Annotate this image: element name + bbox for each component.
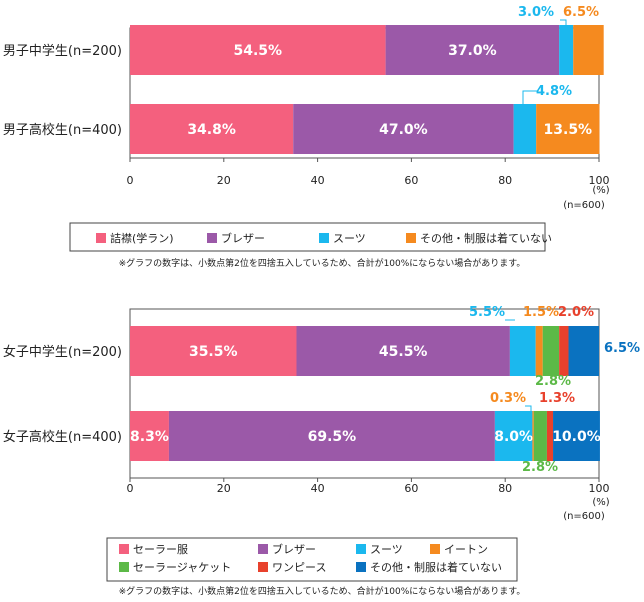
bar-segment	[559, 326, 569, 376]
legend-label: セーラー服	[133, 543, 188, 556]
x-tick-label: 60	[404, 174, 418, 187]
callout-leader	[522, 90, 537, 104]
x-tick-label: 40	[311, 482, 325, 495]
bar-segment	[130, 326, 297, 376]
data-label: 5.5%	[469, 305, 505, 320]
category-label: 男子中学生(n=200)	[3, 43, 122, 59]
callout-leader	[560, 19, 567, 25]
data-label: 1.3%	[539, 391, 575, 406]
data-label: 54.5%	[234, 43, 283, 59]
data-label: 2.0%	[558, 305, 594, 320]
x-tick-label: 40	[311, 174, 325, 187]
bar-segment	[130, 411, 169, 461]
data-label: 2.8%	[535, 374, 571, 389]
legend-label: その他・制服は着ていない	[420, 231, 552, 245]
bar-segment	[559, 25, 574, 75]
legend-swatch	[430, 544, 440, 554]
bar-segment	[130, 104, 294, 154]
legend-swatch	[356, 562, 366, 572]
footnote: ※グラフの数字は、小数点第2位を四捨五入しているため、合計が100%にならない場…	[119, 585, 526, 597]
legend-label: 詰襟(学ラン)	[110, 231, 174, 245]
bar-segment	[568, 326, 599, 376]
unit-label: (%)	[592, 497, 609, 508]
legend-label: イートン	[444, 543, 488, 556]
data-label: 0.3%	[490, 391, 526, 406]
bar-segment	[513, 104, 537, 154]
legend-label: セーラージャケット	[133, 561, 231, 574]
data-label: 8.3%	[130, 429, 169, 445]
bar-segment	[532, 411, 534, 461]
bar-segment	[553, 411, 600, 461]
data-label: 34.8%	[187, 122, 236, 138]
legend-label: スーツ	[333, 232, 366, 245]
bar-segment	[509, 326, 536, 376]
sample-size-label: (n=600)	[563, 200, 605, 211]
x-tick-label: 60	[404, 482, 418, 495]
legend-swatch	[119, 562, 129, 572]
plot-frame	[129, 308, 600, 479]
data-label: 37.0%	[448, 43, 497, 59]
category-label: 女子中学生(n=200)	[3, 344, 122, 360]
bar-segment	[494, 411, 533, 461]
bar-segment	[533, 411, 547, 461]
legend-label: ブレザー	[272, 542, 316, 556]
category-label: 女子高校生(n=400)	[3, 429, 122, 445]
bar-segment	[542, 326, 560, 376]
unit-label: (%)	[592, 185, 609, 196]
data-label: 4.8%	[536, 84, 572, 99]
x-tick-label: 80	[498, 482, 512, 495]
legend-label: ワンピース	[272, 561, 326, 574]
legend-swatch	[207, 233, 217, 243]
data-label: 2.8%	[522, 460, 558, 475]
legend-label: その他・制服は着ていない	[370, 560, 502, 574]
data-label: 13.5%	[544, 122, 593, 138]
data-label: 6.5%	[563, 5, 599, 20]
bar-segment	[536, 104, 600, 154]
footnote: ※グラフの数字は、小数点第2位を四捨五入しているため、合計が100%にならない場…	[119, 257, 526, 269]
legend-label: スーツ	[370, 543, 403, 556]
x-tick-label: 100	[589, 482, 610, 495]
legend-box	[69, 222, 546, 252]
data-label: 6.5%	[604, 341, 640, 356]
legend-swatch	[96, 233, 106, 243]
data-label: 8.0%	[494, 429, 533, 445]
data-label: 35.5%	[189, 344, 238, 360]
x-tick-label: 80	[498, 174, 512, 187]
legend-swatch	[119, 544, 129, 554]
data-label: 3.0%	[518, 5, 554, 20]
bar-segment	[385, 25, 560, 75]
data-label: 10.0%	[552, 429, 601, 445]
bar-segment	[296, 326, 510, 376]
legend-swatch	[258, 544, 268, 554]
legend-swatch	[319, 233, 329, 243]
legend-box	[106, 537, 518, 582]
bar-segment	[573, 25, 604, 75]
bar-segment	[546, 411, 554, 461]
data-label: 1.5%	[523, 305, 559, 320]
x-tick-label: 100	[589, 174, 610, 187]
data-label: 69.5%	[308, 429, 357, 445]
bar-segment	[168, 411, 495, 461]
callout-leader	[525, 405, 532, 411]
x-tick-label: 0	[127, 174, 134, 187]
data-label: 47.0%	[379, 122, 428, 138]
x-tick-label: 20	[217, 174, 231, 187]
bar-segment	[130, 25, 386, 75]
x-tick-label: 20	[217, 482, 231, 495]
data-label: 45.5%	[379, 344, 428, 360]
sample-size-label: (n=600)	[563, 511, 605, 522]
legend-label: ブレザー	[221, 231, 265, 245]
legend-swatch	[406, 233, 416, 243]
bar-segment	[293, 104, 514, 154]
legend-swatch	[356, 544, 366, 554]
category-label: 男子高校生(n=400)	[3, 122, 122, 138]
legend-swatch	[258, 562, 268, 572]
x-tick-label: 0	[127, 482, 134, 495]
bar-segment	[535, 326, 543, 376]
